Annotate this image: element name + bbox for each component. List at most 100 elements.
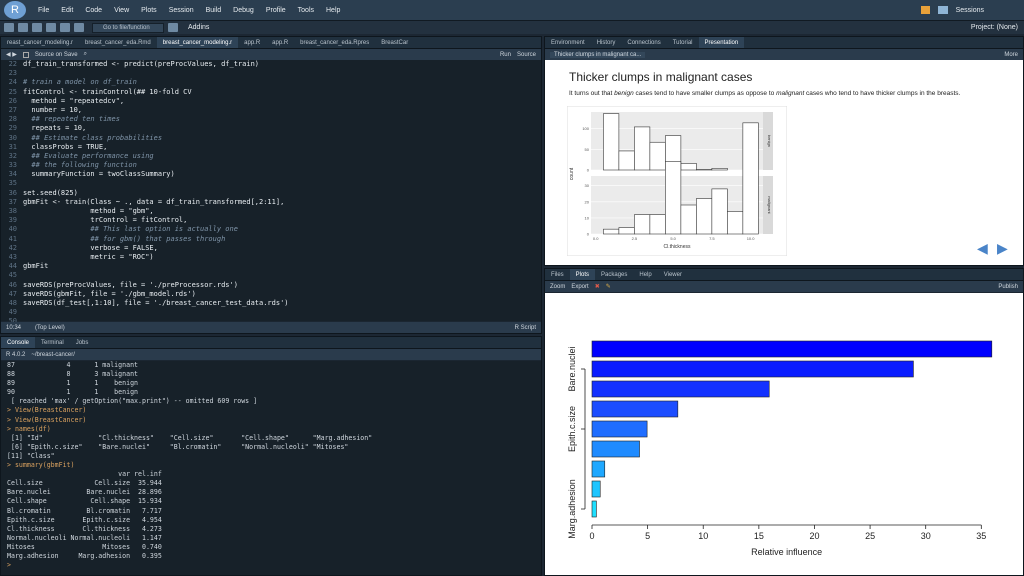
publish-button[interactable]: Publish [998,283,1018,290]
project-menu[interactable]: Project: (None) [970,24,1018,31]
code-line[interactable]: 43 metric = "ROC") [1,253,541,262]
source-button[interactable]: Source [516,51,536,58]
code-line[interactable]: 23 [1,69,541,78]
tab-history[interactable]: History [596,39,616,46]
tab-terminal[interactable]: Terminal [41,339,64,346]
code-text: saveRDS(df_test[,1:10], file = './breast… [23,298,289,307]
tab-app-r[interactable]: app.R [272,39,289,46]
console-output[interactable]: 87 4 1 malignant 88 8 3 malignant 89 1 1 b… [1,361,541,575]
sessions-icon[interactable] [937,6,948,14]
code-line[interactable]: 38 method = "gbm", [1,207,541,216]
more-menu[interactable]: More [1004,51,1018,58]
sessions-label[interactable]: Sessions [955,6,984,14]
code-editor[interactable]: 22 df_train_transformed <- predict(prePro… [1,60,541,325]
code-line[interactable]: 39 trControl = fitControl, [1,216,541,225]
code-text: verbose = FALSE, [23,243,158,252]
tab-plots[interactable]: Plots [569,269,596,280]
code-line[interactable]: 50 [1,317,541,326]
code-text: summaryFunction = twoClassSummary) [23,170,175,179]
code-line[interactable]: 34 summaryFunction = twoClassSummary) [1,170,541,179]
scope-label[interactable]: (Top Level) [35,324,65,331]
menu-item-view[interactable]: View [114,6,130,14]
code-line[interactable]: 27 number = 10, [1,106,541,115]
code-line[interactable]: 33 ## the following function [1,161,541,170]
menu-item-code[interactable]: Code [85,6,103,14]
tab-breast-cancer-eda-rpres[interactable]: breast_cancer_eda.Rpres [300,39,370,46]
tab-help[interactable]: Help [639,271,652,278]
run-button[interactable]: Run [499,51,511,58]
zoom-button[interactable]: Zoom [550,283,566,290]
menu-item-plots[interactable]: Plots [141,6,157,14]
code-line[interactable]: 40 ## This last option is actually one [1,225,541,234]
code-line[interactable]: 48 saveRDS(df_test[,1:10], file = './brea… [1,299,541,308]
code-line[interactable]: 41 ## for gbm() that passes through [1,235,541,244]
new-file-icon[interactable] [4,23,14,32]
tab-files[interactable]: Files [551,271,564,278]
line-number: 32 [8,151,17,160]
menu-item-file[interactable]: File [38,6,50,14]
prev-slide-icon[interactable]: ◀ [977,240,988,256]
working-directory[interactable]: ~/breast-cancer/ [31,351,75,358]
code-line[interactable]: 45 [1,271,541,280]
code-line[interactable]: 49 [1,308,541,317]
menu-item-debug[interactable]: Debug [233,6,254,14]
console-line: Cl.thickness Cl.thickness 4.273 [7,524,162,533]
menu-item-session[interactable]: Session [168,6,194,14]
code-text: classProbs = TRUE, [23,142,108,151]
code-line[interactable]: 46 saveRDS(preProcValues, file = './prePr… [1,281,541,290]
next-slide-icon[interactable]: ▶ [997,240,1008,256]
file-type-label[interactable]: R Script [514,324,536,331]
code-line[interactable]: 47 saveRDS(gbmFit, file = './gbm_model.rd… [1,290,541,299]
x-tick-label: 0 [589,531,594,541]
tab-app-r[interactable]: app.R [244,39,261,46]
tab-console[interactable]: Console [1,337,36,348]
code-line[interactable]: 36 set.seed(825) [1,189,541,198]
export-button[interactable]: Export [571,283,589,290]
addins-menu[interactable]: Addins [188,24,210,31]
tab-jobs[interactable]: Jobs [75,339,89,346]
tab-breast-cancer-eda-rmd[interactable]: breast_cancer_eda.Rmd [85,39,151,46]
clear-plots-icon[interactable]: ✎ [605,284,611,290]
menu-item-build[interactable]: Build [205,6,222,14]
delete-plot-icon[interactable]: ✖ [594,284,600,290]
code-line[interactable]: 31 classProbs = TRUE, [1,143,541,152]
tab-reast-cancer-modeling-r[interactable]: reast_cancer_modeling.r [7,39,74,46]
code-line[interactable]: 24 # train a model on df_train [1,78,541,87]
menu-item-edit[interactable]: Edit [61,6,74,14]
save-all-icon[interactable] [60,23,70,32]
menu-item-tools[interactable]: Tools [297,6,314,14]
line-number: 30 [8,133,17,142]
tab-environment[interactable]: Environment [551,39,585,46]
code-line[interactable]: 35 [1,179,541,188]
search-icon[interactable]: ⌕ [83,51,87,57]
tab-breastcar[interactable]: BreastCar [381,39,409,46]
open-file-icon[interactable] [32,23,42,32]
back-arrow-icon[interactable]: ◀ ▶ [6,52,17,58]
tab-tutorial[interactable]: Tutorial [672,39,693,46]
tab-connections[interactable]: Connections [627,39,661,46]
tab-presentation[interactable]: Presentation [698,37,745,48]
menu-item-profile[interactable]: Profile [265,6,286,14]
code-line[interactable]: 29 repeats = 10, [1,124,541,133]
tab-viewer[interactable]: Viewer [663,271,682,278]
code-line[interactable]: 26 method = "repeatedcv", [1,97,541,106]
code-line[interactable]: 37 gbmFit <- train(Class ~ ., data = df_t… [1,198,541,207]
code-line[interactable]: 22 df_train_transformed <- predict(prePro… [1,60,541,69]
menu-item-help[interactable]: Help [326,6,341,14]
goto-file-input[interactable]: Go to file/function [92,22,164,33]
tab-packages[interactable]: Packages [601,271,628,278]
slide-select[interactable]: Thicker clumps in malignant ca... [550,51,646,58]
source-on-save-checkbox[interactable] [22,51,29,58]
home-icon[interactable] [920,6,930,14]
save-icon[interactable] [46,23,56,32]
tab-breast-cancer-modeling-r[interactable]: breast_cancer_modeling.r [156,37,239,48]
grid-icon[interactable] [168,23,178,32]
open-project-icon[interactable] [18,23,28,32]
code-line[interactable]: 25 fitControl <- trainControl(## 10-fold … [1,88,541,97]
print-icon[interactable] [74,23,84,32]
code-line[interactable]: 44 gbmFit [1,262,541,271]
code-line[interactable]: 42 verbose = FALSE, [1,244,541,253]
code-line[interactable]: 30 ## Estimate class probabilities [1,134,541,143]
code-line[interactable]: 28 ## repeated ten times [1,115,541,124]
code-line[interactable]: 32 ## Evaluate performance using [1,152,541,161]
